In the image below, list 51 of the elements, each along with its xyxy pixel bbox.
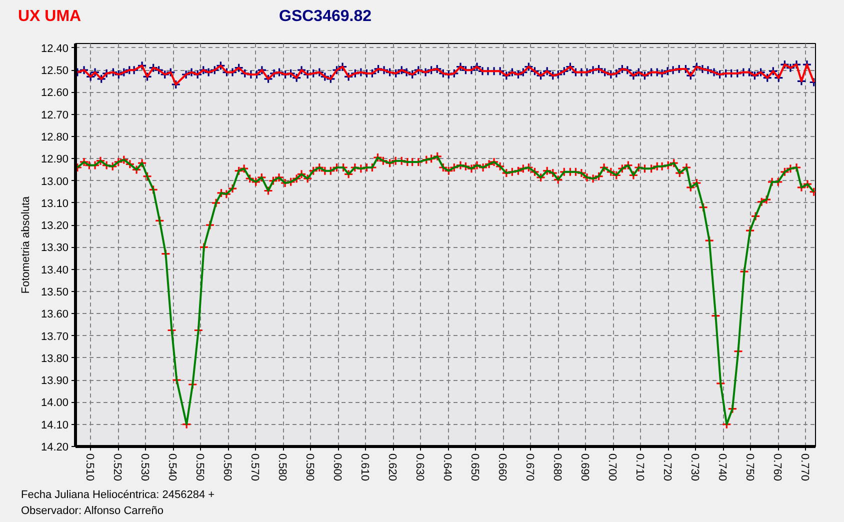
x-tick-label: 0.520 [111,454,124,482]
y-tick-label: 12.90 [40,154,69,166]
y-tick-label: 12.70 [40,109,69,122]
y-tick-label: 14.10 [40,419,69,432]
x-tick-label: 0.670 [524,454,536,482]
y-tick-label: 13.20 [40,220,69,232]
x-tick-label: 0.640 [441,454,454,482]
x-tick-label: 0.580 [276,454,288,482]
y-tick-label: 12.60 [40,87,69,100]
y-tick-label: 13.40 [40,264,69,276]
y-tick-label: 13.50 [40,286,69,298]
x-tick-label: 0.750 [744,454,756,482]
text: GSC3469.82 [279,7,372,27]
y-tick-label: 12.40 [40,42,69,55]
x-tick-label: 0.710 [634,454,646,482]
y-tick-label: 14.20 [40,442,69,454]
x-tick-label: 0.760 [771,454,784,482]
x-tick-label: 0.610 [358,454,371,482]
x-tick-label: 0.650 [468,454,481,482]
x-tick-label: 0.510 [84,454,96,482]
text: UX UMA [18,7,82,27]
x-tick-label: 0.540 [166,454,178,482]
x-tick-label: 0.600 [331,454,344,482]
x-tick-label: 0.730 [688,454,701,482]
y-tick-label: 13.70 [40,330,69,343]
x-tick-label: 0.700 [606,454,618,482]
x-tick-label: 0.740 [716,454,728,482]
x-tick-label: 0.660 [496,454,508,482]
y-axis-title: Fotometria absoluta [20,196,32,294]
x-tick-label: 0.570 [248,454,261,482]
x-axis-title: Fecha Juliana Heliocéntrica: 2456284 + [21,488,215,503]
text: Observador: Alfonso Carreño [21,504,164,519]
x-tick-label: 0.620 [386,454,398,482]
y-tick-label: 13.10 [40,198,69,210]
x-tick-label: 0.590 [304,454,316,482]
y-tick-label: 12.80 [40,132,69,144]
x-tick-label: 0.630 [414,454,426,482]
x-tick-label: 0.530 [138,454,151,482]
y-tick-label: 13.00 [40,176,69,188]
x-tick-label: 0.770 [798,454,811,482]
x-tick-label: 0.690 [578,454,591,482]
y-tick-label: 13.90 [40,375,69,388]
x-tick-label: 0.550 [194,454,206,482]
y-tick-label: 13.80 [40,352,69,365]
y-tick-label: 13.30 [40,242,69,254]
x-tick-label: 0.560 [221,454,234,482]
y-tick-label: 14.00 [40,397,69,410]
y-tick-label: 13.60 [40,308,69,321]
x-tick-label: 0.720 [661,454,674,482]
y-tick-label: 12.50 [40,65,69,78]
x-tick-label: 0.680 [551,454,564,482]
